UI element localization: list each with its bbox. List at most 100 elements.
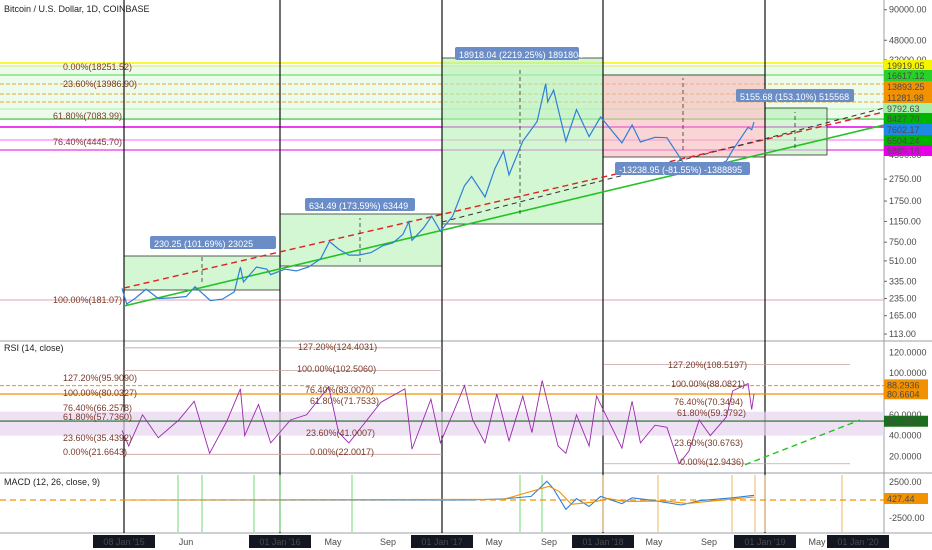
resistance-trendline xyxy=(123,111,885,289)
macd-series-line xyxy=(121,485,755,505)
measure-label-bg xyxy=(455,47,579,60)
rsi-tag-bg xyxy=(884,388,928,400)
price-tag-bg xyxy=(884,70,932,81)
macd-tag-bg xyxy=(884,493,928,504)
price-axis-label: 235.00 xyxy=(889,294,917,304)
rsi-tag-bg xyxy=(884,415,928,427)
price-tag: 11281.98 xyxy=(887,93,924,103)
rsi-fib-label: 76.40%(83.0070) xyxy=(305,385,374,395)
x-axis-tag-bg xyxy=(93,535,155,548)
price-axis-label: 32000.00 xyxy=(889,55,927,65)
rsi-fib-label: 127.20%(124.4031) xyxy=(298,342,377,352)
x-axis-label: Sep xyxy=(701,537,717,547)
price-axis-label: 750.00 xyxy=(889,237,917,247)
price-tag-bg xyxy=(884,60,932,71)
x-axis-label: Sep xyxy=(380,537,396,547)
rsi-fib-label: 127.20%(95.9090) xyxy=(63,373,137,383)
chart-title: Bitcoin / U.S. Dollar, 1D, COINBASE xyxy=(4,4,150,14)
price-tag: 9792.63 xyxy=(887,104,920,114)
rsi-fib-label: 76.40%(66.2578) xyxy=(63,403,132,413)
x-axis-label: May xyxy=(645,537,663,547)
fib-label: 100.00%(181.07) xyxy=(53,295,122,305)
x-axis-label: Jun xyxy=(179,537,194,547)
price-axis-label: 335.00 xyxy=(889,276,917,286)
measure-box xyxy=(764,107,828,156)
fib-label: 0.00%(18251.52) xyxy=(63,62,132,72)
support-trendline xyxy=(123,124,885,307)
price-tag-bg xyxy=(884,145,932,156)
price-tag-bg xyxy=(884,124,932,135)
fib-label: 23.60%(13986.90) xyxy=(63,79,137,89)
macd-title: MACD (12, 26, close, 9) xyxy=(4,477,100,487)
measure-label-bg xyxy=(736,89,854,102)
rsi-tag: 80.6604 xyxy=(887,389,920,399)
x-axis-label: 01 Jan '19 xyxy=(744,537,785,547)
rsi-axis-label: 100.0000 xyxy=(889,368,927,378)
rsi-fib-label: 0.00%(21.6643) xyxy=(63,447,127,457)
macd-axis-label: 2500.00 xyxy=(889,477,922,487)
price-axis-label: 1750.00 xyxy=(889,196,922,206)
price-pane[interactable]: 0.00%(18251.52) 23.60%(13986.90) 61.80%(70… xyxy=(53,47,885,307)
price-tag-bg xyxy=(884,81,932,92)
x-axis-tag-bg xyxy=(734,535,796,548)
price-tag: 5889.16 xyxy=(887,146,920,156)
rsi-band xyxy=(0,411,884,436)
macd-pane[interactable] xyxy=(0,475,884,532)
price-axis-label: 165.00 xyxy=(889,311,917,321)
rsi-pane[interactable]: 127.20%(124.4031) 100.00%(102.5060) 127.20… xyxy=(0,342,884,467)
measure-label: 18918.04 (2219.25%) 1891804 xyxy=(459,50,583,60)
price-axis-label: 2750.00 xyxy=(889,174,922,184)
rsi-fib-label: 0.00%(12.9436) xyxy=(680,457,744,467)
rsi-fib-label: 76.40%(70.3494) xyxy=(674,397,743,407)
rsi-fib-label: 100.00%(88.0821) xyxy=(671,379,745,389)
rsi-series-line xyxy=(121,380,755,465)
rsi-fib-label: 100.00%(102.5060) xyxy=(297,364,376,374)
measure-box xyxy=(602,74,766,158)
measure-box xyxy=(279,213,443,267)
x-axis-label: May xyxy=(808,537,826,547)
rsi-fib-label: 127.20%(108.5197) xyxy=(668,360,747,370)
price-tag-bg xyxy=(884,135,932,146)
background-layer xyxy=(0,0,932,534)
rsi-fib-label: 23.60%(41.0007) xyxy=(306,428,375,438)
x-axis-label: 01 Jan '16 xyxy=(259,537,300,547)
rsi-fib-label: 100.00%(80.0327) xyxy=(63,388,137,398)
x-axis-label: May xyxy=(485,537,503,547)
macd-series-line xyxy=(122,480,755,511)
rsi-axis-label: 120.0000 xyxy=(889,347,927,357)
price-axis-label: 48000.00 xyxy=(889,35,927,45)
x-axis-tag-bg xyxy=(827,535,889,548)
measure-label: 634.49 (173.59%) 63449 xyxy=(309,201,408,211)
x-axis-label: 01 Jan '17 xyxy=(421,537,462,547)
price-tag: 7602.17 xyxy=(887,125,920,135)
x-axis-label: 01 Jan '20 xyxy=(837,537,878,547)
rsi-fib-label: 23.60%(30.6763) xyxy=(674,438,743,448)
price-axis-label: 1150.00 xyxy=(889,216,921,226)
price-tag: 19919.05 xyxy=(887,61,925,71)
axes-layer: 90000.0048000.0032000.0012000.006000.004… xyxy=(93,5,932,548)
rsi-fib-label: 23.60%(35.4392) xyxy=(63,433,132,443)
macd-axis-label: -2500.00 xyxy=(889,513,925,523)
x-axis-tag-bg xyxy=(572,535,634,548)
measure-label-bg xyxy=(150,236,276,249)
price-tag: 16617.12 xyxy=(887,71,925,81)
macd-tag: 427.44 xyxy=(887,494,915,504)
x-axis-tag-bg xyxy=(411,535,473,548)
rsi-axis-label: 60.0000 xyxy=(889,410,922,420)
price-series-line xyxy=(121,83,755,305)
price-tag-bg xyxy=(884,103,932,114)
measure-label: -13238.95 (-81.55%) -1388895 xyxy=(619,165,742,175)
rsi-title: RSI (14, close) xyxy=(4,343,64,353)
x-axis-label: 08 Jan '15 xyxy=(103,537,144,547)
rsi-trendline xyxy=(744,419,861,466)
fib-label: 76.40%(4445.70) xyxy=(53,137,122,147)
x-axis-tag-bg xyxy=(249,535,311,548)
price-tag-bg xyxy=(884,113,932,124)
price-axis-label: 510.00 xyxy=(889,256,917,266)
rsi-tag-bg xyxy=(884,379,928,391)
measure-label-bg xyxy=(305,198,415,211)
x-axis-label: May xyxy=(324,537,342,547)
fib-label: 61.80%(7083.99) xyxy=(53,111,122,121)
measure-label-bg xyxy=(615,162,750,175)
